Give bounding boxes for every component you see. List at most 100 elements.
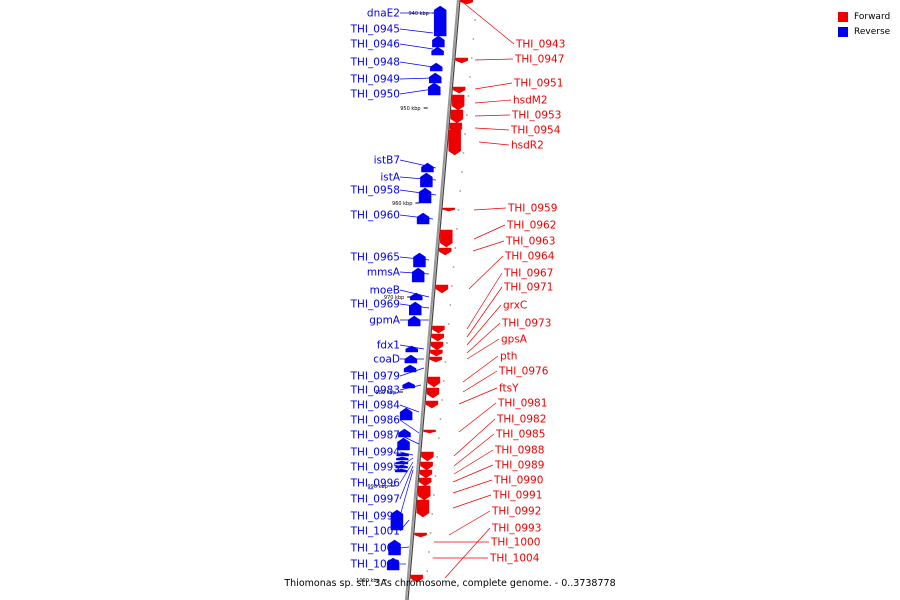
reverse-gene-label[interactable]: moeB bbox=[370, 285, 400, 297]
reverse-gene-label[interactable]: istA bbox=[380, 172, 401, 184]
forward-gene-12[interactable] bbox=[431, 333, 444, 342]
reverse-gene-13[interactable] bbox=[409, 301, 422, 316]
forward-gene-label[interactable]: THI_0953 bbox=[511, 110, 561, 122]
reverse-gene-9[interactable] bbox=[416, 212, 430, 225]
reverse-gene-3[interactable] bbox=[429, 62, 443, 72]
reverse-gene-label[interactable]: gpmA bbox=[369, 315, 401, 327]
forward-gene-label[interactable]: THI_0988 bbox=[494, 445, 544, 457]
reverse-gene-label[interactable]: THI_1002 bbox=[350, 543, 400, 555]
forward-gene-label[interactable]: pth bbox=[500, 351, 517, 363]
forward-gene-label[interactable]: THI_0990 bbox=[493, 475, 543, 487]
reverse-gene-25[interactable] bbox=[395, 464, 408, 469]
reverse-gene-label[interactable]: THI_0996 bbox=[350, 478, 401, 490]
reverse-gene-23[interactable] bbox=[396, 456, 409, 461]
reverse-gene-label[interactable]: THI_0948 bbox=[350, 57, 400, 69]
forward-gene-label[interactable]: THI_0964 bbox=[504, 251, 555, 263]
reverse-gene-0[interactable] bbox=[433, 5, 447, 37]
forward-gene-13[interactable] bbox=[430, 341, 444, 351]
forward-gene-label[interactable]: THI_0954 bbox=[510, 125, 561, 137]
reverse-gene-17[interactable] bbox=[403, 364, 417, 373]
forward-gene-7[interactable] bbox=[442, 207, 456, 212]
forward-gene-label[interactable]: hsdR2 bbox=[511, 140, 544, 152]
reverse-gene-4[interactable] bbox=[428, 72, 442, 84]
forward-gene-18[interactable] bbox=[425, 400, 439, 409]
reverse-gene-label[interactable]: mmsA bbox=[367, 267, 401, 279]
reverse-gene-label[interactable]: dnaE2 bbox=[367, 8, 400, 20]
forward-gene-label[interactable]: THI_0991 bbox=[492, 490, 542, 502]
forward-gene-16[interactable] bbox=[427, 376, 441, 388]
forward-gene-label[interactable]: THI_0971 bbox=[503, 282, 553, 294]
forward-gene-4[interactable] bbox=[450, 109, 464, 124]
reverse-gene-11[interactable] bbox=[411, 267, 425, 283]
reverse-gene-28[interactable] bbox=[388, 539, 401, 556]
forward-gene-26[interactable] bbox=[414, 532, 427, 538]
reverse-gene-label[interactable]: THI_0960 bbox=[350, 210, 400, 222]
forward-gene-label[interactable]: THI_1000 bbox=[490, 537, 540, 549]
reverse-gene-label[interactable]: fdx1 bbox=[377, 340, 400, 352]
reverse-gene-19[interactable] bbox=[399, 407, 413, 421]
forward-gene-9[interactable] bbox=[438, 247, 452, 256]
forward-gene-label[interactable]: THI_0967 bbox=[503, 268, 553, 280]
reverse-gene-label[interactable]: THI_0946 bbox=[350, 39, 401, 51]
reverse-gene-label[interactable]: THI_0998 bbox=[350, 511, 400, 523]
forward-gene-10[interactable] bbox=[435, 284, 449, 294]
forward-gene-17[interactable] bbox=[426, 387, 440, 399]
reverse-gene-label[interactable]: THI_0958 bbox=[350, 185, 400, 197]
forward-gene-label[interactable]: THI_0943 bbox=[515, 39, 565, 51]
forward-gene-label[interactable]: THI_0982 bbox=[496, 414, 546, 426]
reverse-gene-22[interactable] bbox=[396, 452, 409, 457]
reverse-gene-label[interactable]: THI_0987 bbox=[350, 430, 400, 442]
reverse-gene-label[interactable]: THI_0950 bbox=[350, 89, 400, 101]
forward-gene-6[interactable] bbox=[448, 129, 461, 156]
forward-gene-24[interactable] bbox=[418, 485, 431, 501]
forward-gene-22[interactable] bbox=[419, 469, 433, 479]
forward-gene-label[interactable]: THI_0973 bbox=[501, 318, 551, 330]
forward-gene-3[interactable] bbox=[451, 94, 465, 111]
forward-gene-label[interactable]: THI_0992 bbox=[491, 506, 541, 518]
reverse-gene-label[interactable]: THI_0986 bbox=[350, 415, 401, 427]
reverse-gene-8[interactable] bbox=[418, 187, 432, 204]
reverse-gene-1[interactable] bbox=[432, 35, 445, 48]
forward-gene-20[interactable] bbox=[421, 451, 434, 462]
reverse-gene-label[interactable]: THI_1001 bbox=[350, 526, 400, 538]
reverse-gene-14[interactable] bbox=[407, 315, 421, 327]
reverse-gene-10[interactable] bbox=[413, 252, 426, 268]
forward-gene-2[interactable] bbox=[452, 86, 466, 94]
reverse-gene-label[interactable]: THI_0994 bbox=[350, 447, 401, 459]
forward-gene-label[interactable]: grxC bbox=[503, 300, 527, 312]
reverse-gene-label[interactable]: THI_0945 bbox=[350, 24, 400, 36]
reverse-gene-label[interactable]: THI_0995 bbox=[350, 462, 400, 474]
forward-gene-label[interactable]: THI_1004 bbox=[489, 553, 540, 565]
reverse-gene-7[interactable] bbox=[420, 172, 433, 188]
reverse-gene-20[interactable] bbox=[398, 428, 411, 438]
forward-gene-label[interactable]: THI_0989 bbox=[494, 460, 544, 472]
forward-gene-25[interactable] bbox=[416, 499, 430, 518]
forward-gene-label[interactable]: ftsY bbox=[499, 383, 519, 395]
forward-gene-1[interactable] bbox=[455, 57, 469, 64]
forward-gene-label[interactable]: THI_0959 bbox=[507, 203, 557, 215]
reverse-gene-label[interactable]: coaD bbox=[373, 354, 400, 366]
forward-gene-11[interactable] bbox=[432, 325, 445, 334]
forward-gene-15[interactable] bbox=[429, 356, 443, 363]
forward-gene-label[interactable]: THI_0951 bbox=[513, 78, 563, 90]
forward-gene-label[interactable]: THI_0947 bbox=[514, 54, 564, 66]
forward-gene-label[interactable]: THI_0963 bbox=[505, 236, 555, 248]
reverse-gene-label[interactable]: THI_0969 bbox=[350, 299, 400, 311]
reverse-gene-5[interactable] bbox=[428, 82, 441, 96]
reverse-gene-29[interactable] bbox=[386, 557, 400, 571]
forward-gene-label[interactable]: THI_0962 bbox=[506, 220, 556, 232]
forward-gene-8[interactable] bbox=[440, 229, 453, 248]
reverse-gene-label[interactable]: THI_1003 bbox=[350, 559, 400, 571]
forward-gene-23[interactable] bbox=[418, 477, 432, 487]
forward-gene-14[interactable] bbox=[430, 349, 443, 357]
forward-gene-21[interactable] bbox=[420, 461, 433, 471]
forward-gene-label[interactable]: THI_0981 bbox=[497, 398, 547, 410]
reverse-gene-label[interactable]: THI_0965 bbox=[350, 252, 400, 264]
reverse-gene-label[interactable]: THI_0983 bbox=[350, 385, 400, 397]
reverse-gene-21[interactable] bbox=[397, 437, 410, 451]
forward-gene-label[interactable]: THI_0985 bbox=[495, 429, 545, 441]
reverse-gene-label[interactable]: THI_0949 bbox=[350, 74, 400, 86]
forward-gene-19[interactable] bbox=[423, 429, 436, 434]
reverse-gene-label[interactable]: THI_0984 bbox=[350, 400, 401, 412]
reverse-gene-label[interactable]: istB7 bbox=[374, 155, 400, 167]
